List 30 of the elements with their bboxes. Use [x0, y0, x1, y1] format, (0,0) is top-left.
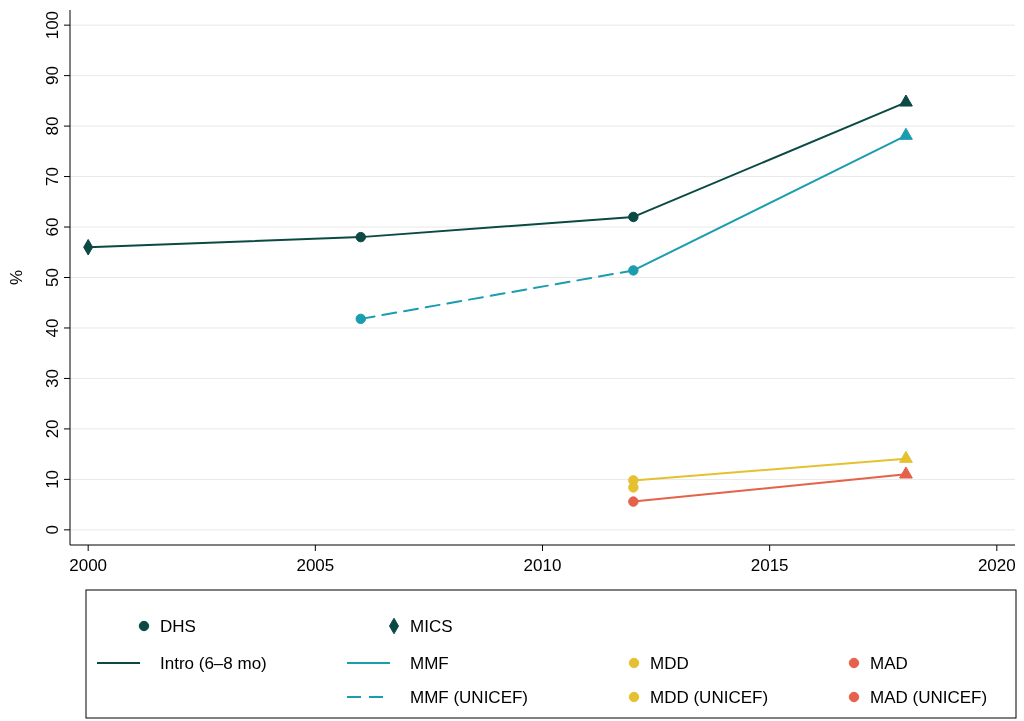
y-axis-title: % [7, 269, 26, 286]
y-tick-label: 60 [43, 217, 62, 237]
y-tick-label: 80 [43, 116, 62, 136]
y-tick-label: 100 [43, 10, 62, 40]
x-tick-label: 2000 [69, 556, 108, 575]
legend-label: MDD (UNICEF) [650, 688, 769, 707]
y-tick-label: 50 [43, 268, 62, 287]
y-tick-label: 20 [43, 419, 62, 439]
point [628, 496, 639, 507]
y-tick-label: 0 [43, 525, 62, 535]
point [355, 313, 366, 325]
x-tick-label: 2010 [523, 556, 562, 575]
legend-label: MAD (UNICEF) [870, 688, 988, 707]
y-tick-label: 70 [43, 167, 62, 187]
legend-label: DHS [160, 617, 196, 636]
legend-label: MAD [870, 654, 908, 673]
point [355, 231, 366, 243]
legend-label: MMF (UNICEF) [410, 688, 529, 707]
legend-label: MMF [410, 654, 449, 673]
y-tick-label: 30 [43, 368, 62, 388]
y-tick-label: 90 [43, 66, 62, 86]
x-tick-label: 2005 [296, 556, 335, 575]
y-tick-label: 40 [43, 318, 62, 338]
y-tick-label: 10 [43, 469, 62, 489]
x-tick-label: 2020 [977, 556, 1016, 575]
legend-label: Intro (6–8 mo) [160, 654, 267, 673]
legend-label: MDD [650, 654, 689, 673]
x-tick-label: 2015 [750, 556, 789, 575]
legend-label: MICS [410, 617, 453, 636]
point [628, 211, 639, 223]
